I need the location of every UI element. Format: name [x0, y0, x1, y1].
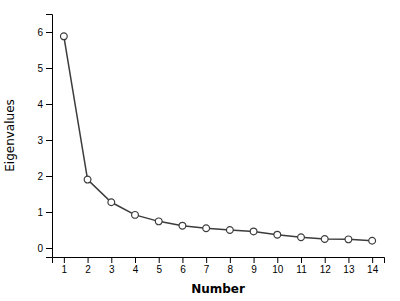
x-tick-label: 6 [180, 264, 186, 275]
x-tick: 7 [204, 257, 210, 275]
plot: 12345678910111213140123456 [37, 15, 384, 276]
y-axis-title: Eigenvalues [3, 99, 17, 172]
chart: 12345678910111213140123456NumberEigenval… [0, 0, 400, 301]
x-tick-mark [254, 257, 255, 263]
y-tick-mark [46, 104, 52, 105]
x-tick: 12 [320, 257, 332, 275]
x-axis-line [53, 258, 385, 264]
point [132, 211, 139, 218]
x-tick: 8 [228, 257, 234, 275]
y-tick-mark [46, 140, 52, 141]
y-tick: 2 [37, 171, 52, 182]
point [298, 234, 305, 241]
x-tick: 3 [109, 257, 115, 275]
x-tick-label: 8 [228, 264, 234, 275]
x-tick-mark [372, 257, 373, 263]
point [60, 33, 67, 40]
x-tick-mark [230, 257, 231, 263]
x-tick-label: 10 [272, 264, 284, 275]
y-tick: 6 [37, 27, 52, 38]
point [226, 227, 233, 234]
x-tick-label: 5 [156, 264, 162, 275]
x-tick-label: 11 [296, 264, 307, 275]
x-tick-label: 2 [85, 264, 91, 275]
point [203, 225, 210, 232]
x-tick: 13 [343, 257, 355, 275]
x-tick-mark [325, 257, 326, 263]
x-tick: 1 [62, 257, 68, 275]
x-tick: 6 [180, 257, 186, 275]
y-tick-label: 0 [37, 243, 43, 254]
point [84, 176, 91, 183]
y-tick: 4 [37, 99, 52, 110]
x-tick: 10 [272, 257, 284, 275]
y-tick-mark [46, 32, 52, 33]
x-tick-label: 1 [62, 264, 68, 275]
y-tick-mark [46, 176, 52, 177]
point [250, 228, 257, 235]
x-axis-title: Number [191, 282, 245, 296]
x-tick-mark [277, 257, 278, 263]
y-tick-mark [46, 212, 52, 213]
y-tick-label: 6 [37, 27, 43, 38]
line [64, 36, 372, 240]
y-axis-line [46, 15, 53, 258]
x-tick-label: 13 [343, 264, 355, 275]
x-tick-label: 3 [109, 264, 115, 275]
point [179, 222, 186, 229]
y-tick-mark [46, 68, 52, 69]
x-axis: 1234567891011121314 [53, 257, 385, 275]
y-tick-mark [46, 248, 52, 249]
x-tick-label: 4 [133, 264, 139, 275]
y-tick: 3 [37, 135, 52, 146]
x-tick-mark [64, 257, 65, 263]
x-tick-label: 12 [320, 264, 332, 275]
point [321, 236, 328, 243]
y-tick-label: 2 [37, 171, 43, 182]
point [108, 199, 115, 206]
x-tick: 5 [156, 257, 162, 275]
x-tick-mark [111, 257, 112, 263]
x-tick-mark [135, 257, 136, 263]
y-tick-label: 4 [37, 99, 43, 110]
x-tick-label: 7 [204, 264, 210, 275]
y-tick-label: 5 [37, 63, 43, 74]
y-tick: 0 [37, 243, 52, 254]
point [274, 231, 281, 238]
point [345, 236, 352, 243]
x-tick-mark [206, 257, 207, 263]
x-tick: 4 [133, 257, 139, 275]
x-tick: 14 [367, 257, 379, 275]
x-tick-mark [348, 257, 349, 263]
point [155, 218, 162, 225]
x-tick-mark [301, 257, 302, 263]
y-tick-label: 1 [37, 207, 43, 218]
y-tick: 5 [37, 63, 52, 74]
x-tick-mark [88, 257, 89, 263]
y-tick: 1 [37, 207, 52, 218]
point [369, 237, 376, 244]
x-tick: 9 [251, 257, 257, 275]
x-tick-mark [182, 257, 183, 263]
marks [60, 33, 375, 244]
x-tick: 2 [85, 257, 91, 275]
y-axis: 0 1 2 3 4 5 6 [37, 15, 52, 258]
x-tick: 11 [296, 257, 307, 275]
x-tick-label: 14 [367, 264, 379, 275]
x-tick-mark [159, 257, 160, 263]
x-tick-label: 9 [251, 264, 257, 275]
y-tick-label: 3 [37, 135, 43, 146]
